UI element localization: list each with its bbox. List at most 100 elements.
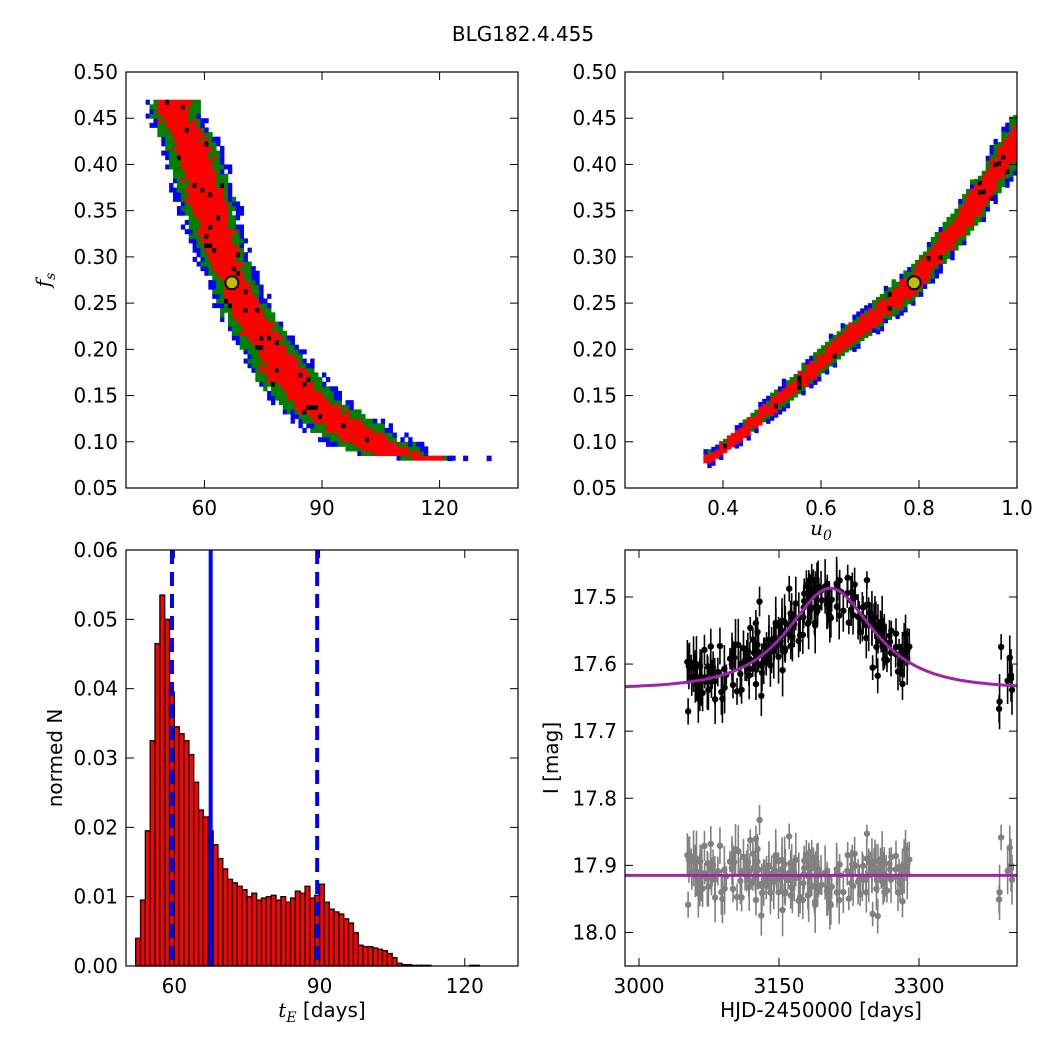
heatmap-cell — [243, 256, 248, 262]
data-point — [904, 860, 911, 868]
heatmap-cell — [934, 250, 939, 256]
data-point — [997, 643, 1005, 651]
histogram-bar — [285, 901, 292, 967]
heatmap-cell — [887, 314, 892, 320]
data-point — [863, 576, 871, 584]
histogram-bar — [381, 950, 388, 967]
heatmap-cell — [946, 253, 951, 259]
heatmap-cell — [993, 189, 998, 195]
heatmap-cell — [919, 273, 924, 279]
heatmap-cell — [325, 418, 331, 424]
heatmap-cell — [809, 383, 814, 389]
heatmap-cell — [239, 224, 244, 230]
heatmap-cell — [208, 196, 213, 202]
heatmap-cell — [361, 414, 366, 420]
heatmap-cell — [934, 236, 939, 242]
heatmap-cell — [247, 280, 252, 286]
data-point — [849, 861, 856, 868]
data-point — [732, 641, 739, 648]
heatmap-cell — [349, 409, 354, 415]
heatmap-cell — [239, 280, 244, 286]
heatmap-cell — [239, 298, 244, 304]
heatmap-cell — [333, 395, 339, 401]
heatmap-cell — [840, 346, 845, 352]
heatmap-cell — [251, 335, 256, 341]
heatmap-cell — [153, 108, 158, 114]
heatmap-cell — [290, 390, 295, 396]
heatmap-cell — [392, 432, 397, 438]
heatmap-cell — [333, 437, 339, 443]
heatmap-cell — [322, 390, 327, 396]
heatmap-cell — [1013, 133, 1018, 139]
heatmap-cell — [349, 446, 354, 452]
heatmap-cell — [973, 179, 979, 185]
heatmap-cell — [220, 155, 225, 161]
heatmap-cell — [251, 298, 256, 304]
histogram-bar — [372, 947, 379, 967]
data-point — [876, 625, 884, 633]
data-point — [1004, 867, 1011, 875]
heatmap-cell — [227, 169, 233, 175]
heatmap-cell — [235, 316, 241, 322]
heatmap-cell — [188, 206, 194, 212]
heatmap-cell — [322, 386, 327, 392]
heatmap-cell — [993, 175, 998, 181]
y-tick-label: 0.01 — [73, 885, 118, 909]
heatmap-cell — [161, 141, 166, 147]
heatmap-cell — [196, 113, 201, 119]
heatmap-cell — [380, 418, 386, 424]
heatmap-cell — [298, 409, 303, 415]
heatmap-cell — [282, 372, 288, 378]
data-point — [873, 885, 880, 893]
heatmap-cell — [797, 375, 802, 381]
heatmap-cell — [227, 316, 233, 322]
y-tick-label: 0.40 — [73, 152, 118, 176]
heatmap-cell — [204, 155, 209, 161]
heatmap-cell — [286, 377, 292, 383]
heatmap-cell — [282, 335, 288, 341]
heatmap-cell — [891, 302, 896, 308]
heatmap-cell — [255, 330, 260, 336]
heatmap-cell — [192, 215, 197, 221]
heatmap-cell — [216, 206, 221, 212]
heatmap-cell — [271, 377, 276, 383]
heatmap-cell — [208, 192, 213, 198]
heatmap-cell — [149, 122, 154, 128]
heatmap-cell — [962, 235, 967, 241]
heatmap-cell — [290, 414, 295, 420]
heatmap-cell — [969, 197, 975, 203]
heatmap-cell — [899, 301, 904, 307]
heatmap-cell — [165, 113, 170, 119]
heatmap-cell — [416, 451, 421, 457]
heatmap-cell — [176, 178, 182, 184]
heatmap-cell — [224, 256, 229, 262]
histogram-bar — [343, 918, 350, 967]
heatmap-cell — [934, 231, 939, 237]
heatmap-cell — [173, 164, 178, 170]
data-point — [863, 830, 871, 837]
heatmap-cell — [216, 150, 221, 156]
heatmap-cell — [216, 252, 221, 258]
x-tick-label: 120 — [446, 974, 484, 998]
heatmap-cell — [259, 344, 264, 350]
heatmap-cell — [212, 192, 217, 198]
heatmap-cell — [813, 352, 818, 358]
heatmap-cell — [180, 132, 186, 138]
heatmap-cell — [180, 164, 186, 170]
heatmap-cell — [993, 148, 998, 154]
heatmap-cell — [184, 164, 190, 170]
heatmap-cell — [801, 362, 806, 368]
heatmap-cell — [216, 289, 221, 295]
heatmap-cell — [216, 275, 221, 281]
heatmap-cell — [864, 332, 869, 339]
heatmap-cell — [204, 150, 209, 156]
heatmap-cell — [946, 235, 951, 241]
heatmap-cell — [1005, 145, 1010, 151]
heatmap-cell — [227, 229, 233, 235]
axes-frame — [125, 549, 519, 967]
heatmap-cell — [981, 198, 987, 204]
heatmap-cell — [1001, 168, 1006, 174]
heatmap-cell — [220, 229, 225, 235]
data-point — [836, 577, 843, 584]
heatmap-cell — [325, 427, 331, 433]
